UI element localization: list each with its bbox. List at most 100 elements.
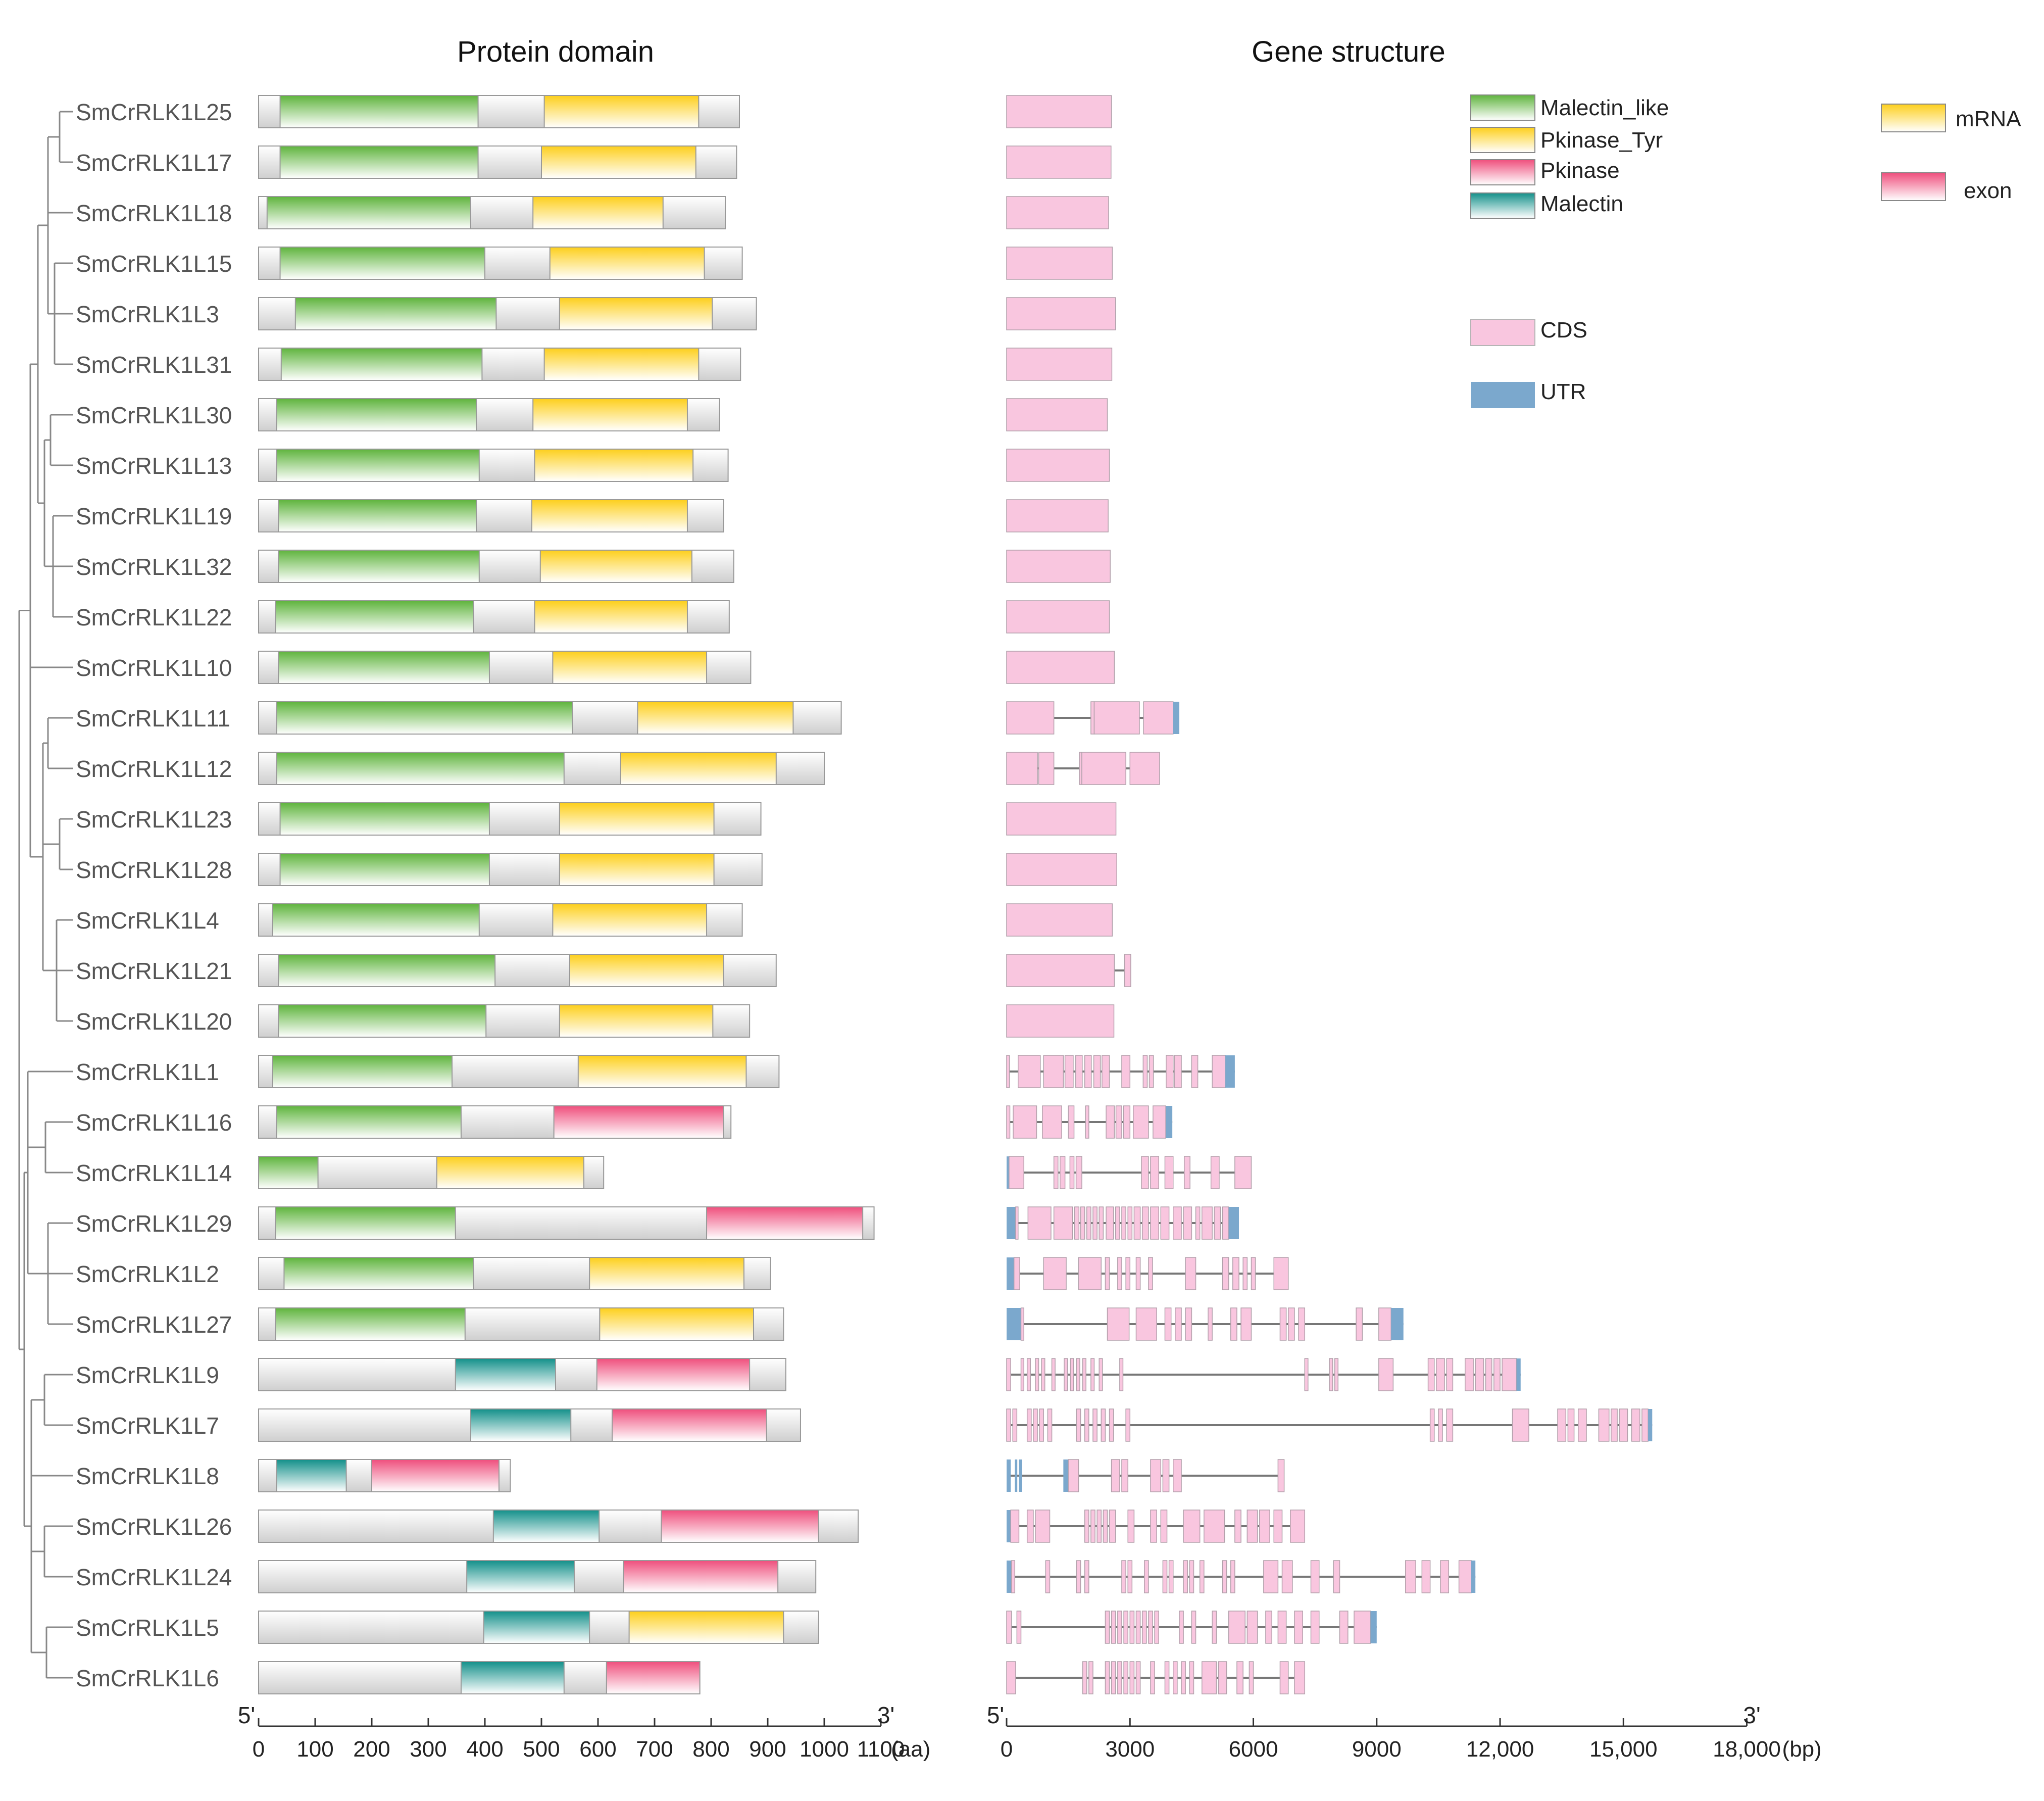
cds-block — [1150, 1661, 1155, 1694]
cds-block — [1121, 1206, 1126, 1240]
cds-block — [1111, 1611, 1116, 1644]
gene-row: SmCrRLK1L26 — [76, 1510, 859, 1543]
cds-block — [1247, 1510, 1258, 1543]
domain-malectin-like — [278, 550, 480, 583]
gene-structure-row — [1006, 398, 1108, 431]
cds-block — [1090, 701, 1095, 735]
cds-block — [1189, 1560, 1194, 1593]
cds-block — [1135, 1307, 1157, 1341]
cds-block — [1173, 1661, 1178, 1694]
cds-block — [1082, 1661, 1087, 1694]
cds-block — [1080, 1206, 1085, 1240]
cds-block — [1619, 1408, 1628, 1442]
legend-swatch-pkinase — [1470, 159, 1535, 185]
cds-block — [1043, 1055, 1064, 1088]
domain-pkinase-tyr — [559, 297, 713, 330]
cds-block — [1273, 1510, 1283, 1543]
legend-swatch-mrna — [1881, 104, 1946, 132]
cds-block — [1117, 1257, 1122, 1290]
cds-block — [1078, 1257, 1102, 1290]
domain-pkinase-tyr — [589, 1257, 744, 1290]
gene-row: SmCrRLK1L32 — [76, 550, 734, 583]
phylogenetic-tree — [18, 111, 73, 1679]
cds-block — [1141, 1156, 1149, 1189]
gene-label: SmCrRLK1L13 — [76, 453, 232, 479]
domain-malectin-like — [279, 853, 490, 886]
domain-pkinase — [661, 1510, 819, 1543]
gene-structure-row — [1006, 297, 1116, 330]
cds-block — [1149, 1055, 1154, 1088]
protein-axis-unit: (aa) — [891, 1737, 930, 1762]
cds-block — [1356, 1307, 1363, 1341]
gene-label: SmCrRLK1L23 — [76, 806, 232, 833]
cds-block — [1039, 1408, 1044, 1442]
gene-axis-tick-label: 3000 — [1105, 1737, 1155, 1762]
cds-block — [1567, 1408, 1575, 1442]
utr-block — [1007, 1308, 1021, 1340]
gene-label: SmCrRLK1L12 — [76, 756, 232, 782]
gene-row: SmCrRLK1L18 — [76, 196, 726, 229]
cds-block — [1263, 1560, 1279, 1593]
cds-block — [1121, 1459, 1128, 1492]
cds-block — [1438, 1408, 1443, 1442]
cds-block — [1053, 1206, 1073, 1240]
cds-block — [1076, 1408, 1081, 1442]
gene-structure-row — [1006, 752, 1160, 785]
gene-label: SmCrRLK1L31 — [76, 352, 232, 378]
cds-block — [1086, 1206, 1091, 1240]
cds-block — [1068, 1105, 1075, 1139]
cds-block — [1006, 701, 1055, 735]
cds-block — [1084, 1055, 1092, 1088]
domain-malectin — [455, 1358, 557, 1391]
cds-block — [1191, 1611, 1197, 1644]
gene-structure-row — [1006, 1661, 1306, 1694]
domain-pkinase — [623, 1560, 779, 1593]
gene-row: SmCrRLK1L14 — [76, 1156, 605, 1189]
utr-block — [1648, 1409, 1653, 1441]
legend-label-malectin: Malectin — [1540, 191, 1623, 216]
domain-pkinase-tyr — [549, 247, 705, 280]
gene-label: SmCrRLK1L25 — [76, 99, 232, 125]
utr-block — [1007, 1156, 1009, 1189]
protein-axis-tick-label: 900 — [749, 1737, 786, 1762]
domain-pkinase — [371, 1459, 500, 1492]
domain-pkinase-tyr — [539, 550, 692, 583]
protein-axis-tick-label: 500 — [523, 1737, 560, 1762]
utr-block — [1391, 1308, 1404, 1340]
cds-block — [1208, 1307, 1213, 1341]
cds-block — [1160, 1206, 1170, 1240]
gene-row: SmCrRLK1L24 — [76, 1560, 817, 1593]
cds-block — [1115, 1105, 1122, 1139]
domain-pkinase-tyr — [534, 600, 688, 634]
cds-block — [1051, 1358, 1056, 1391]
legend-swatch-cds — [1470, 319, 1535, 346]
cds-block — [1277, 1459, 1285, 1492]
cds-block — [1421, 1560, 1431, 1593]
gene-label: SmCrRLK1L16 — [76, 1109, 232, 1136]
gene-structure-row — [1006, 1611, 1377, 1644]
domain-malectin-like — [283, 1257, 474, 1290]
cds-block — [1279, 1661, 1289, 1694]
cds-block — [1088, 1661, 1093, 1694]
cds-block — [1279, 1307, 1287, 1341]
gene-label: SmCrRLK1L2 — [76, 1261, 219, 1287]
cds-block — [1204, 1510, 1225, 1543]
cds-block — [1045, 1560, 1051, 1593]
cds-block — [1162, 1459, 1170, 1492]
cds-block — [1006, 1055, 1010, 1088]
cds-block — [1020, 1358, 1024, 1391]
legend-label-pkinase-tyr: Pkinase_Tyr — [1540, 128, 1663, 153]
cds-block — [1150, 1510, 1157, 1543]
cds-block — [1210, 1156, 1220, 1189]
cds-block — [1085, 1105, 1089, 1139]
gene-row: SmCrRLK1L11 — [76, 701, 842, 735]
cds-block — [1093, 1055, 1101, 1088]
cds-block — [1093, 701, 1140, 735]
domain-malectin-like — [275, 1206, 456, 1240]
cds-block — [1015, 1206, 1019, 1240]
cds-block — [1212, 1055, 1226, 1088]
cds-block — [1027, 1206, 1052, 1240]
cds-block — [1164, 1156, 1174, 1189]
gene-label: SmCrRLK1L17 — [76, 150, 232, 176]
utr-block — [1173, 702, 1179, 734]
